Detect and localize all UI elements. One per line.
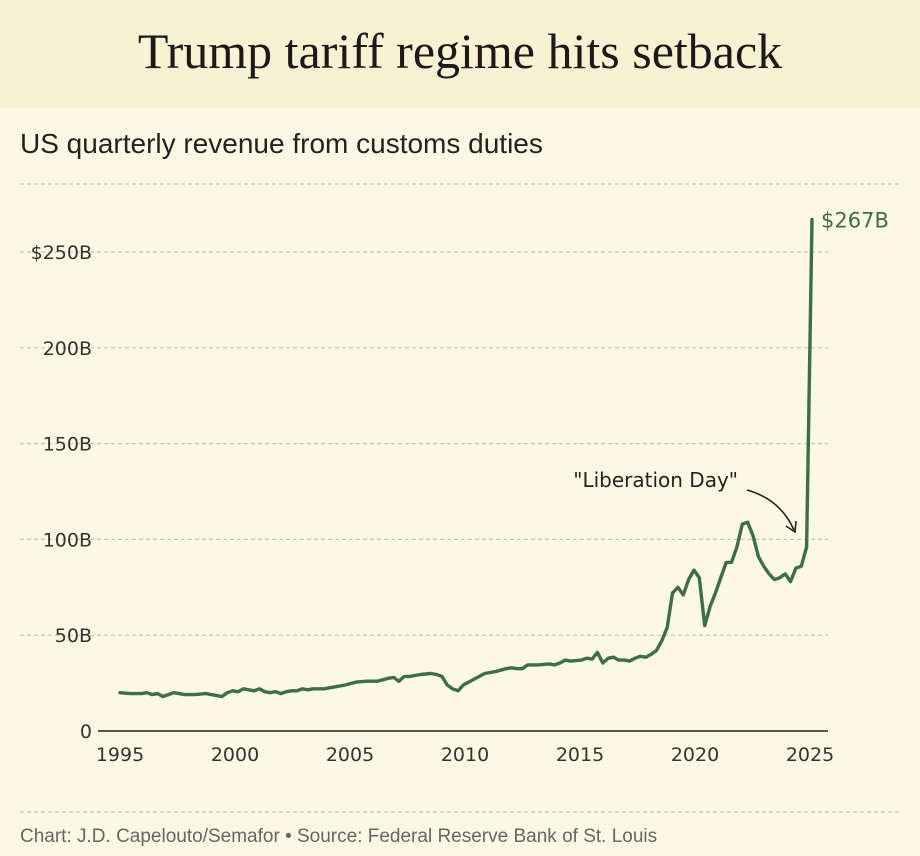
headline: Trump tariff regime hits setback: [137, 23, 783, 79]
headline-band: [0, 0, 920, 108]
y-gridlines: [20, 251, 828, 636]
y-tick-label-0: 0: [80, 721, 92, 743]
source-credit: Chart: J.D. Capelouto/Semafor • Source: …: [20, 826, 658, 847]
y-tick-label-50: 50B: [55, 625, 92, 647]
x-tick-label-2025: 2025: [786, 744, 834, 766]
x-tick-label-2005: 2005: [326, 744, 374, 766]
y-tick-label-200: 200B: [43, 338, 92, 360]
y-tick-label-100: 100B: [43, 529, 92, 551]
end-value-label: $267B: [821, 208, 889, 232]
x-tick-label-2010: 2010: [441, 744, 489, 766]
chart-title: US quarterly revenue from customs duties: [20, 128, 543, 159]
x-tick-label-1995: 1995: [96, 744, 144, 766]
x-tick-label-2000: 2000: [211, 744, 259, 766]
x-tick-labels: 1995 2000 2005 2010 2015 2020 2025: [96, 744, 834, 766]
liberation-day-label: "Liberation Day": [573, 468, 738, 492]
series-line-customs-duties: [118, 217, 814, 699]
y-tick-labels: 0 50B 100B 150B 200B $250B: [31, 242, 92, 743]
liberation-day-arrow: [746, 489, 795, 531]
x-tick-label-2020: 2020: [671, 744, 719, 766]
liberation-day-arrowhead: [785, 520, 797, 534]
y-tick-label-150: 150B: [43, 434, 92, 456]
x-tick-label-2015: 2015: [556, 744, 604, 766]
y-tick-label-250: $250B: [31, 242, 92, 264]
